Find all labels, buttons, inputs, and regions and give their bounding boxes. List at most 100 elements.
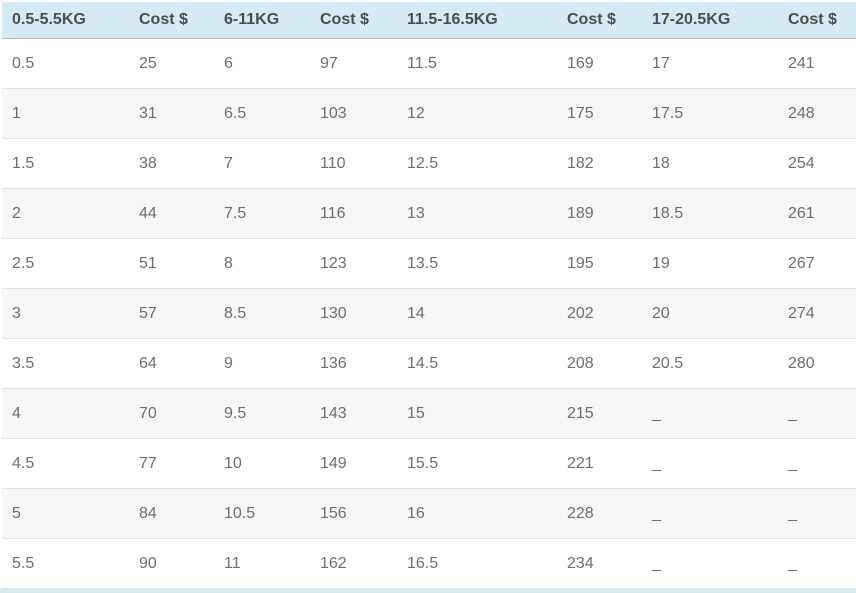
table-cell: 4.5 — [2, 438, 129, 489]
table-cell: 25 — [129, 38, 214, 89]
table-cell: 4 — [2, 388, 129, 439]
header-weight-range-4: 17-20.5KG — [642, 2, 778, 39]
table-cell: 182 — [557, 138, 642, 189]
table-cell: 10.5 — [214, 488, 310, 539]
table-cell: 10 — [214, 438, 310, 489]
table-cell: 202 — [557, 288, 642, 339]
table-cell: 254 — [778, 138, 856, 189]
table-cell: 5.5 — [2, 538, 129, 589]
table-row: 0.5 25 6 97 11.5 169 17 241 — [2, 38, 856, 89]
table-cell: _ — [642, 438, 778, 489]
table-row: 3.5 64 9 136 14.5 208 20.5 280 — [2, 338, 856, 389]
table-cell: 130 — [310, 288, 397, 339]
table-cell: 18.5 — [642, 188, 778, 239]
table-cell: 9 — [214, 338, 310, 389]
table-cell: 70 — [129, 388, 214, 439]
table-cell: 241 — [778, 38, 856, 89]
header-weight-range-2: 6-11KG — [214, 2, 310, 39]
table-cell: _ — [778, 438, 856, 489]
table-cell: 3.5 — [2, 338, 129, 389]
table-cell: 2.5 — [2, 238, 129, 289]
table-cell: 17 — [642, 38, 778, 89]
table-cell: 38 — [129, 138, 214, 189]
table-cell: 16 — [397, 488, 557, 539]
table-cell: 123 — [310, 238, 397, 289]
table-cell: 8 — [214, 238, 310, 289]
table-cell: 44 — [129, 188, 214, 239]
table-cell: 97 — [310, 38, 397, 89]
table-cell: 15.5 — [397, 438, 557, 489]
table-cell: 274 — [778, 288, 856, 339]
table-cell: 17.5 — [642, 88, 778, 139]
table-cell: 1.5 — [2, 138, 129, 189]
table-cell: 228 — [557, 488, 642, 539]
table-cell: 110 — [310, 138, 397, 189]
table-cell: 77 — [129, 438, 214, 489]
table-cell: 64 — [129, 338, 214, 389]
table-cell: 5 — [2, 488, 129, 539]
table-row: 1.5 38 7 110 12.5 182 18 254 — [2, 138, 856, 189]
table-cell: 11 — [214, 538, 310, 589]
table-cell: 261 — [778, 188, 856, 239]
table-cell: 221 — [557, 438, 642, 489]
table-cell: 215 — [557, 388, 642, 439]
table-cell: 116 — [310, 188, 397, 239]
table-cell: 12 — [397, 88, 557, 139]
table-cell: _ — [642, 488, 778, 539]
table-cell: 162 — [310, 538, 397, 589]
header-cost-3: Cost $ — [557, 2, 642, 39]
table-cell: 189 — [557, 188, 642, 239]
table-cell: 90 — [129, 538, 214, 589]
table-cell: 8.5 — [214, 288, 310, 339]
table-row: 5.5 90 11 162 16.5 234 _ _ — [2, 538, 856, 589]
table-row: 3 57 8.5 130 14 202 20 274 — [2, 288, 856, 339]
table-cell: 175 — [557, 88, 642, 139]
table-cell: _ — [778, 488, 856, 539]
table-cell: 0.5 — [2, 38, 129, 89]
table-cell: 15 — [397, 388, 557, 439]
table-cell: 20 — [642, 288, 778, 339]
header-weight-range-3: 11.5-16.5KG — [397, 2, 557, 39]
table-cell: 103 — [310, 88, 397, 139]
table-cell: 9.5 — [214, 388, 310, 439]
table-cell: 169 — [557, 38, 642, 89]
table-cell: 12.5 — [397, 138, 557, 189]
table-cell: 18 — [642, 138, 778, 189]
table-row: 4.5 77 10 149 15.5 221 _ _ — [2, 438, 856, 489]
table-cell: 280 — [778, 338, 856, 389]
table-header: 0.5-5.5KG Cost $ 6-11KG Cost $ 11.5-16.5… — [2, 2, 856, 39]
table-cell: 14 — [397, 288, 557, 339]
table-cell: 19 — [642, 238, 778, 289]
partial-next-header-strip — [0, 589, 856, 593]
table-cell: 6 — [214, 38, 310, 89]
table-cell: 13 — [397, 188, 557, 239]
table-cell: 11.5 — [397, 38, 557, 89]
table-row: 4 70 9.5 143 15 215 _ _ — [2, 388, 856, 439]
header-cost-2: Cost $ — [310, 2, 397, 39]
table-row: 1 31 6.5 103 12 175 17.5 248 — [2, 88, 856, 139]
header-weight-range-1: 0.5-5.5KG — [2, 2, 129, 39]
table-row: 2.5 51 8 123 13.5 195 19 267 — [2, 238, 856, 289]
table-cell: 31 — [129, 88, 214, 139]
table-cell: 1 — [2, 88, 129, 139]
header-cost-4: Cost $ — [778, 2, 856, 39]
table-cell: 156 — [310, 488, 397, 539]
table-cell: 149 — [310, 438, 397, 489]
table-cell: 14.5 — [397, 338, 557, 389]
table-cell: 248 — [778, 88, 856, 139]
table-cell: 57 — [129, 288, 214, 339]
table-cell: 234 — [557, 538, 642, 589]
table-cell: _ — [778, 538, 856, 589]
table-cell: 143 — [310, 388, 397, 439]
table-cell: 2 — [2, 188, 129, 239]
table-cell: 6.5 — [214, 88, 310, 139]
table-cell: 208 — [557, 338, 642, 389]
table-cell: 267 — [778, 238, 856, 289]
table-cell: 51 — [129, 238, 214, 289]
table-cell: 3 — [2, 288, 129, 339]
table-body: 0.5 25 6 97 11.5 169 17 241 1 31 6.5 103 12 175 17.5 24… — [2, 38, 856, 589]
table-cell: 136 — [310, 338, 397, 389]
table-cell: _ — [642, 388, 778, 439]
table-cell: 16.5 — [397, 538, 557, 589]
